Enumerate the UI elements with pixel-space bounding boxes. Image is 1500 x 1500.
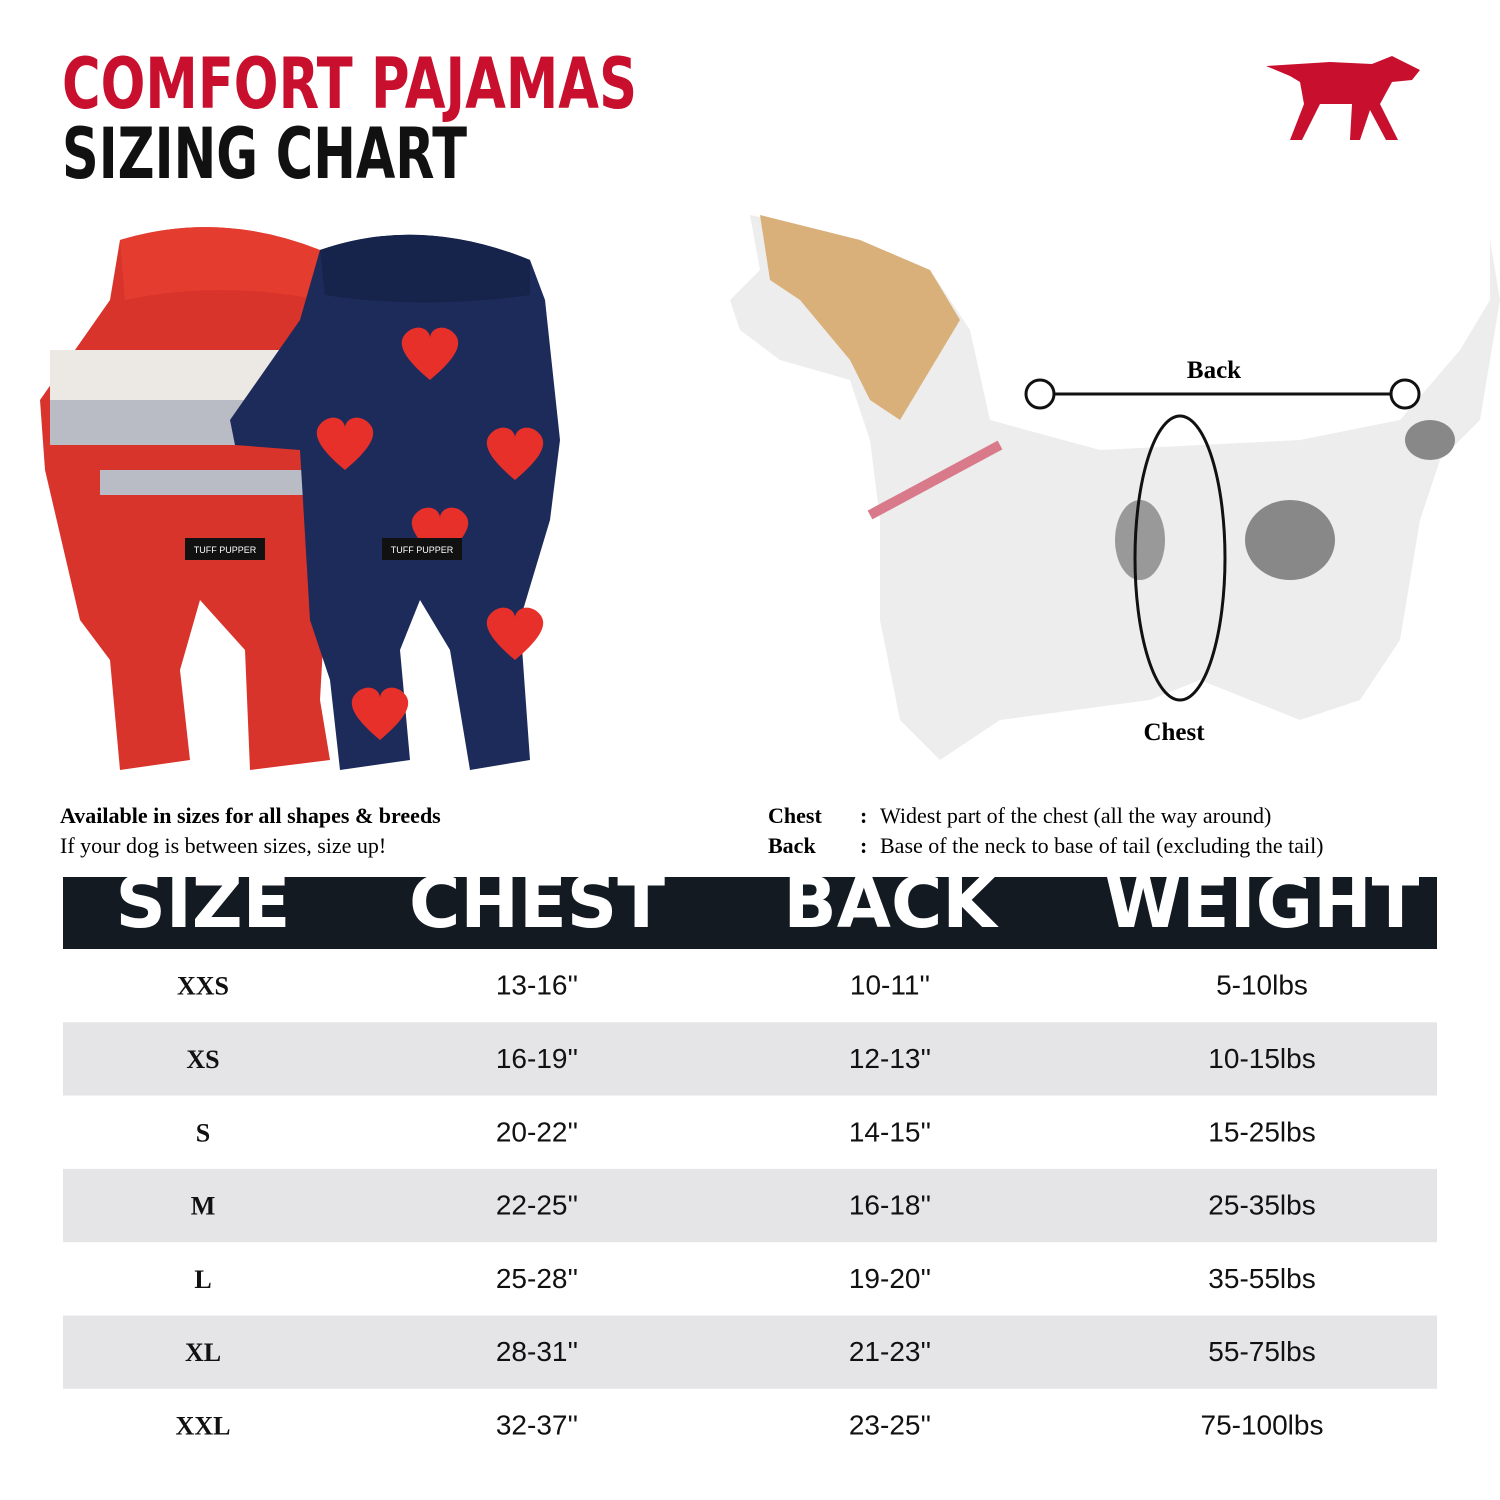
size-cell: XXS (177, 972, 229, 1001)
column-header: CHEST (409, 862, 665, 944)
table-cell: 20-22'' (496, 1116, 578, 1147)
table-cell: 15-25lbs (1208, 1116, 1315, 1147)
navy-pajama: TUFF PUPPER (230, 234, 560, 770)
definition-term: Chest (768, 803, 822, 828)
definition-text: Base of the neck to base of tail (exclud… (880, 833, 1324, 858)
table-cell: 13-16'' (496, 970, 578, 1001)
definition-separator: : (860, 833, 867, 858)
table-cell: 21-23'' (849, 1336, 931, 1367)
back-label: Back (1187, 357, 1241, 384)
table-cell: 35-55lbs (1208, 1263, 1315, 1294)
table-cell: 75-100lbs (1201, 1409, 1324, 1440)
table-cell: 5-10lbs (1216, 970, 1308, 1001)
chest-label: Chest (1143, 719, 1205, 746)
table-cell: 32-37'' (496, 1409, 578, 1440)
brand-tag: TUFF PUPPER (391, 545, 454, 555)
table-row-bg (63, 1022, 1437, 1096)
size-cell: S (196, 1118, 210, 1147)
note-line1: Available in sizes for all shapes & bree… (60, 803, 441, 828)
table-cell: 22-25'' (496, 1190, 578, 1221)
column-header: BACK (783, 862, 999, 944)
logo (1266, 56, 1420, 140)
size-table: SIZE CHEST BACK WEIGHT XXS 13-16'' 10-11'' 5-10… (63, 862, 1437, 1440)
table-cell: 10-11'' (850, 970, 930, 1001)
brand-tag: TUFF PUPPER (194, 545, 257, 555)
measure-chest (1133, 414, 1227, 702)
title-line1: COMFORT PAJAMAS (62, 43, 637, 125)
definition-term: Back (768, 833, 816, 858)
table-cell: 16-19'' (496, 1043, 578, 1074)
table-cell: 28-31'' (496, 1336, 578, 1367)
table-row-bg (63, 1315, 1437, 1389)
table-cell: 55-75lbs (1208, 1336, 1315, 1367)
column-header: WEIGHT (1105, 862, 1420, 944)
definition-text: Widest part of the chest (all the way ar… (880, 803, 1271, 828)
size-cell: XL (185, 1338, 221, 1367)
table-header (63, 877, 1437, 949)
table-cell: 16-18'' (849, 1190, 931, 1221)
size-cell: XXL (176, 1411, 231, 1440)
size-cell: L (194, 1265, 211, 1294)
table-cell: 19-20'' (849, 1263, 931, 1294)
column-header: SIZE (115, 862, 290, 944)
table-cell: 25-35lbs (1208, 1190, 1315, 1221)
definitions: Chest: Widest part of the chest (all the … (768, 803, 1324, 858)
table-cell: 14-15'' (849, 1116, 931, 1147)
size-cell: XS (186, 1045, 219, 1074)
note-line2: If your dog is between sizes, size up! (60, 833, 386, 858)
table-row-bg (63, 1168, 1437, 1243)
definition-separator: : (860, 803, 867, 828)
measure-back (1024, 378, 1421, 410)
table-cell: 23-25'' (849, 1409, 931, 1440)
table-cell: 12-13'' (849, 1043, 931, 1074)
table-cell: 10-15lbs (1208, 1043, 1315, 1074)
table-cell: 25-28'' (496, 1263, 578, 1294)
size-cell: M (191, 1192, 216, 1221)
title-line2: SIZING CHART (62, 113, 467, 195)
dog-illustration (730, 215, 1500, 760)
